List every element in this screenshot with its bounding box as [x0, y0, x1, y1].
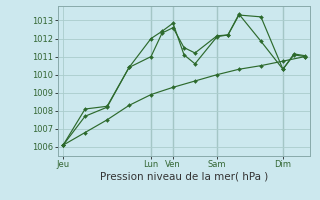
- X-axis label: Pression niveau de la mer( hPa ): Pression niveau de la mer( hPa ): [100, 172, 268, 182]
